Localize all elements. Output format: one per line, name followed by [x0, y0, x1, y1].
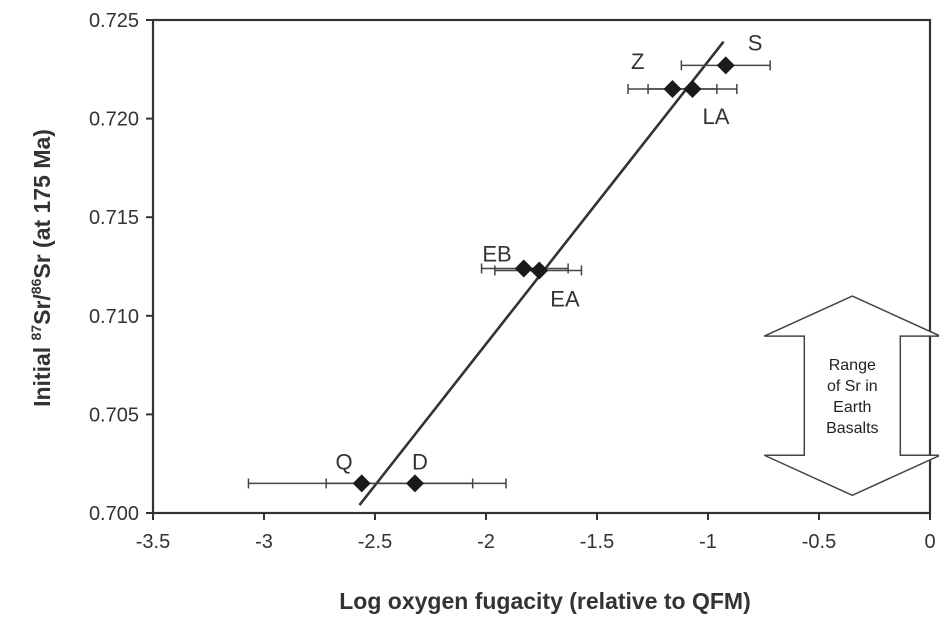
y-axis-title: Initial 87Sr/86Sr (at 175 Ma) [28, 129, 55, 407]
y-tick-label: 0.710 [89, 306, 139, 328]
point-label: Q [336, 449, 353, 474]
range-annotation: Range of Sr in Earth Basalts [763, 295, 939, 497]
data-point-diamond [716, 56, 735, 75]
y-tick-label: 0.705 [89, 404, 139, 426]
x-tick-label: -3.5 [136, 531, 170, 553]
data-points [352, 56, 735, 493]
data-point-diamond [514, 259, 533, 278]
ticks: -3.5 -3 -2.5 -2 -1.5 -1 -0.5 0 0.700 0.705 0.710 0.… [89, 10, 936, 553]
y-axis-title-sup1: 87 [28, 325, 44, 341]
error-bars [247, 60, 771, 489]
double-arrow-shape [763, 295, 939, 497]
x-tick-label: -1.5 [580, 531, 614, 553]
y-axis-title-mid: Sr/ [29, 294, 55, 325]
data-point-diamond [530, 261, 549, 280]
range-annotation-line: Basalts [826, 420, 878, 437]
y-axis-title-suffix: Sr (at 175 Ma) [29, 129, 55, 279]
data-point-diamond [405, 474, 424, 493]
x-tick-label: -0.5 [802, 531, 836, 553]
range-annotation-line: Earth [833, 399, 871, 416]
point-label: S [748, 30, 763, 55]
x-tick-label: 0 [924, 531, 935, 553]
y-tick-label: 0.720 [89, 109, 139, 131]
point-label: D [412, 449, 428, 474]
point-label: LA [702, 104, 729, 129]
y-axis-title-sup2: 86 [28, 278, 44, 294]
axes [151, 18, 932, 515]
point-label: EB [482, 241, 511, 266]
plot-frame [151, 18, 932, 515]
y-axis-title-prefix: Initial [29, 340, 55, 406]
data-point-diamond [352, 474, 371, 493]
point-labels: S Z LA EB EA Q D [336, 30, 763, 474]
range-annotation-line: Range [829, 357, 876, 374]
x-axis-title: Log oxygen fugacity (relative to QFM) [339, 588, 750, 614]
y-tick-label: 0.700 [89, 503, 139, 525]
range-annotation-line: of Sr in [827, 378, 878, 395]
x-tick-label: -1 [699, 531, 717, 553]
point-label: EA [550, 286, 580, 311]
x-tick-label: -2.5 [358, 531, 392, 553]
point-label: Z [631, 49, 644, 74]
x-tick-label: -3 [255, 531, 273, 553]
data-point-diamond [683, 80, 702, 99]
data-point-diamond [663, 80, 682, 99]
y-tick-label: 0.725 [89, 10, 139, 32]
y-tick-label: 0.715 [89, 207, 139, 229]
x-tick-label: -2 [477, 531, 495, 553]
